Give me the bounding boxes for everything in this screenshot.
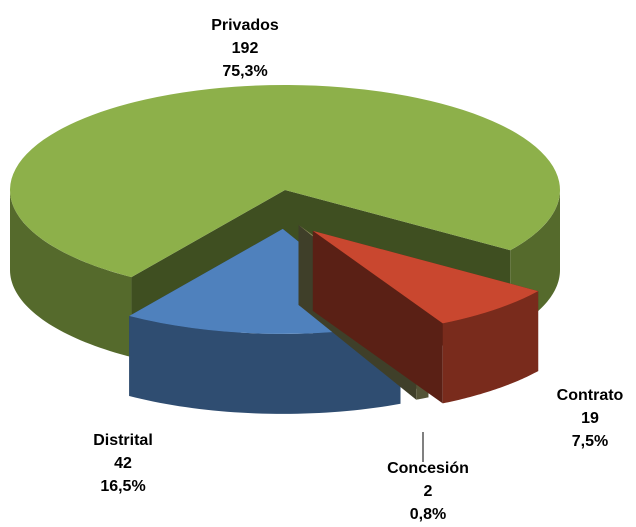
category-label: Concesión [387, 460, 469, 477]
slice-side [129, 315, 401, 414]
category-label: Privados [211, 17, 279, 34]
slice-top [312, 230, 539, 324]
percentage-label: 0,8% [410, 506, 446, 523]
slice-side [10, 190, 132, 358]
slice-face [312, 230, 443, 404]
percentage-label: 16,5% [100, 478, 145, 495]
slice-side [442, 291, 539, 404]
category-label: Contrato [557, 387, 624, 404]
value-label: 2 [424, 483, 433, 500]
percentage-label: 7,5% [572, 433, 608, 450]
slice [312, 230, 539, 404]
category-label: Distrital [93, 432, 153, 449]
percentage-label: 75,3% [222, 63, 267, 80]
pie [9, 85, 560, 414]
value-label: 19 [581, 410, 599, 427]
value-label: 192 [232, 40, 259, 57]
slice-top [9, 85, 560, 278]
value-label: 42 [114, 455, 132, 472]
labels: Contrato 19 7,5% Concesión 2 0,8% Distrital 42 1… [93, 17, 623, 523]
